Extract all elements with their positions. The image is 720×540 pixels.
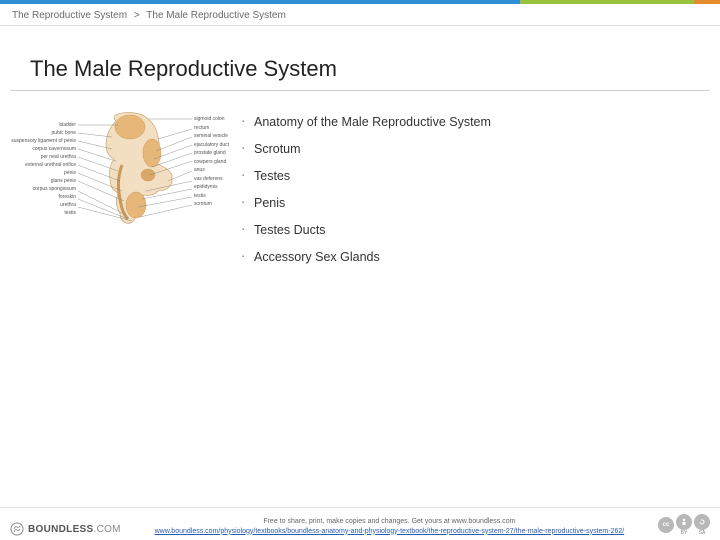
footer-text: Free to share, print, make copies and ch… (131, 517, 648, 536)
accent-bar (0, 0, 720, 4)
logo-icon (10, 522, 24, 536)
logo-text: BOUNDLESS.COM (28, 524, 121, 535)
content-area: bladder pubic bone suspensory ligament of … (0, 91, 720, 271)
sa-icon (694, 514, 710, 530)
diagram-label-left: bladder (59, 122, 76, 128)
boundless-logo[interactable]: BOUNDLESS.COM (10, 522, 121, 536)
cc-icon: cc (658, 517, 674, 533)
diagram-label-left: per neal urethra (41, 154, 76, 160)
by-icon (676, 514, 692, 530)
diagram-label-right: epididymis (194, 184, 218, 190)
diagram-label-left: penis (64, 170, 76, 176)
topic-list: Anatomy of the Male Reproductive System … (254, 105, 491, 271)
diagram-label-right: rectum (194, 125, 209, 131)
cc-license[interactable]: cc BY SA (658, 514, 710, 536)
topic-link[interactable]: Scrotum (254, 136, 491, 163)
topic-link[interactable]: Anatomy of the Male Reproductive System (254, 109, 491, 136)
topic-link[interactable]: Penis (254, 190, 491, 217)
diagram-label-left: foreskin (58, 194, 76, 200)
diagram-label-left: urethra (60, 202, 76, 208)
breadcrumb-child[interactable]: The Male Reproductive System (146, 10, 286, 21)
anatomy-diagram: bladderpubic bonesuspensory ligament of … (40, 105, 230, 235)
diagram-label-left: corpus cavernosum (32, 146, 76, 152)
page-title: The Male Reproductive System (10, 26, 710, 91)
footer-url[interactable]: www.boundless.com/physiology/textbooks/b… (155, 528, 625, 535)
topic-link[interactable]: Testes (254, 163, 491, 190)
footer: BOUNDLESS.COM Free to share, print, make… (0, 507, 720, 540)
diagram-label-right: prostate gland (194, 150, 226, 156)
diagram-label-right: sigmoid colon (194, 116, 225, 122)
diagram-label-left: glans penis (51, 178, 76, 184)
diagram-label-right: anus (194, 167, 205, 173)
diagram-label-right: cowpers gland (194, 159, 226, 165)
breadcrumb-separator: > (134, 10, 140, 21)
diagram-label-left: pubic bone (52, 130, 76, 136)
breadcrumb-parent[interactable]: The Reproductive System (12, 10, 127, 21)
diagram-label-right: testis (194, 193, 206, 199)
diagram-label-left: suspensory ligament of penis (11, 138, 76, 144)
diagram-label-right: seminal vesicle (194, 133, 228, 139)
diagram-label-left: corpus spongiosum (33, 186, 76, 192)
diagram-label-right: ejaculatory duct (194, 142, 229, 148)
diagram-label-right: vas deferens (194, 176, 223, 182)
diagram-label-right: scrotum (194, 201, 212, 207)
topic-link[interactable]: Accessory Sex Glands (254, 244, 491, 271)
topic-link[interactable]: Testes Ducts (254, 217, 491, 244)
footer-tagline: Free to share, print, make copies and ch… (131, 517, 648, 526)
diagram-label-left: testis (64, 210, 76, 216)
diagram-label-left: external urethral orifice (25, 162, 76, 168)
breadcrumb: The Reproductive System > The Male Repro… (0, 4, 720, 26)
